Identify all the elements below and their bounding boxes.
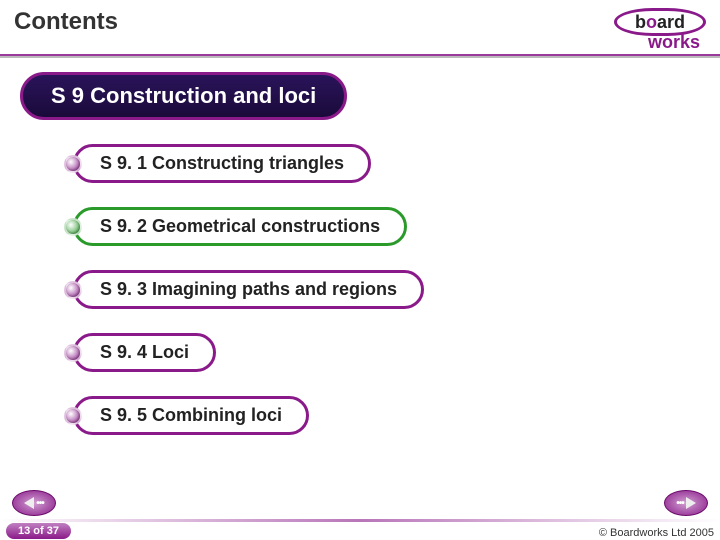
- item-pill: S 9. 3 Imagining paths and regions: [73, 270, 424, 309]
- dots-icon: •••: [676, 498, 684, 509]
- next-arrow-button[interactable]: •••: [664, 490, 708, 516]
- footer: 13 of 37 © Boardworks Ltd 2005: [0, 522, 720, 540]
- chevron-left-icon: [24, 497, 34, 509]
- list-item[interactable]: S 9. 1 Constructing triangles: [64, 144, 720, 183]
- bullet-icon: [64, 155, 82, 173]
- bullet-icon: [64, 407, 82, 425]
- section-title-pill[interactable]: S 9 Construction and loci: [20, 72, 347, 120]
- header: Contents board works: [0, 0, 720, 53]
- item-pill: S 9. 2 Geometrical constructions: [73, 207, 407, 246]
- logo-bottom: works: [648, 32, 700, 53]
- boardworks-logo: board works: [614, 8, 706, 53]
- contents-area: S 9 Construction and loci S 9. 1 Constru…: [0, 72, 720, 435]
- item-label: S 9. 3 Imagining paths and regions: [100, 279, 397, 299]
- dots-icon: •••: [36, 498, 44, 509]
- chevron-right-icon: [686, 497, 696, 509]
- bullet-icon: [64, 281, 82, 299]
- item-pill: S 9. 4 Loci: [73, 333, 216, 372]
- bullet-icon: [64, 218, 82, 236]
- item-pill: S 9. 1 Constructing triangles: [73, 144, 371, 183]
- item-label: S 9. 1 Constructing triangles: [100, 153, 344, 173]
- list-item[interactable]: S 9. 4 Loci: [64, 333, 720, 372]
- item-label: S 9. 5 Combining loci: [100, 405, 282, 425]
- item-pill: S 9. 5 Combining loci: [73, 396, 309, 435]
- section-title: S 9 Construction and loci: [51, 83, 316, 108]
- list-item[interactable]: S 9. 5 Combining loci: [64, 396, 720, 435]
- item-label: S 9. 2 Geometrical constructions: [100, 216, 380, 236]
- item-label: S 9. 4 Loci: [100, 342, 189, 362]
- page-number-badge: 13 of 37: [6, 523, 71, 539]
- bullet-icon: [64, 344, 82, 362]
- prev-arrow-button[interactable]: •••: [12, 490, 56, 516]
- page-title: Contents: [14, 8, 118, 36]
- list-item[interactable]: S 9. 3 Imagining paths and regions: [64, 270, 720, 309]
- list-item[interactable]: S 9. 2 Geometrical constructions: [64, 207, 720, 246]
- copyright-text: © Boardworks Ltd 2005: [599, 527, 714, 539]
- header-divider: [0, 54, 720, 58]
